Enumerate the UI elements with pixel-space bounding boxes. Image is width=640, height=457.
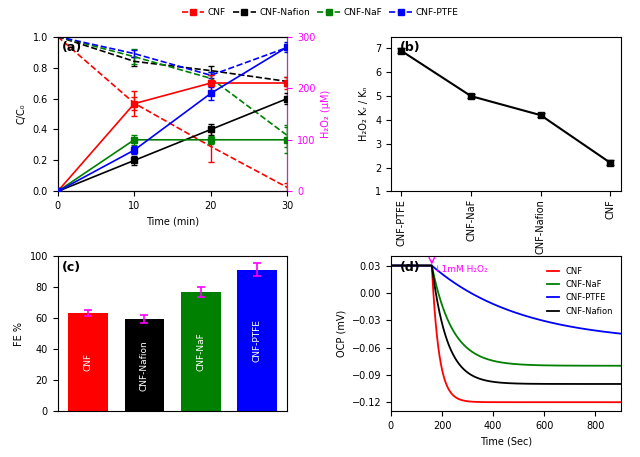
Bar [125,319,164,411]
CNF [611,399,618,405]
CNF [568,399,576,405]
Text: CNF: CNF [83,353,92,371]
CNF [499,399,506,405]
CNF-NaF [568,363,576,368]
CNF-PTFE [610,330,618,335]
Text: ↓1mM H₂O₂: ↓1mM H₂O₂ [435,265,488,274]
Text: (c): (c) [62,261,81,274]
CNF [617,399,625,405]
CNF [399,263,406,268]
Legend: CNF, CNF-Nafion, CNF-NaF, CNF-PTFE: CNF, CNF-Nafion, CNF-NaF, CNF-PTFE [178,5,462,21]
Y-axis label: FE %: FE % [14,322,24,346]
Line: CNF-PTFE: CNF-PTFE [391,266,621,334]
CNF-PTFE [611,330,618,335]
Y-axis label: H₂O₂ (μM): H₂O₂ (μM) [321,90,332,138]
Line: CNF-NaF: CNF-NaF [391,266,621,366]
CNF-NaF [493,359,500,364]
CNF-NaF [610,363,618,368]
CNF-PTFE [499,305,506,311]
Bar [68,313,108,411]
CNF-Nafion [499,380,506,386]
CNF-Nafion [611,381,618,387]
CNF-Nafion [568,381,576,387]
CNF [610,399,618,405]
CNF-PTFE [493,303,500,308]
Line: CNF-Nafion: CNF-Nafion [391,266,621,384]
CNF-PTFE [387,263,395,268]
Text: CNF-NaF: CNF-NaF [196,332,205,371]
CNF [387,263,395,268]
CNF-PTFE [399,263,406,268]
Y-axis label: H₂O₂ Kᵣ / Kₙ: H₂O₂ Kᵣ / Kₙ [360,87,369,141]
CNF-PTFE [617,331,625,336]
Y-axis label: OCP (mV): OCP (mV) [336,310,346,357]
CNF-NaF [399,263,406,268]
CNF-Nafion [610,381,618,387]
Text: (d): (d) [400,261,420,274]
Line: CNF: CNF [391,266,621,402]
CNF-NaF [499,360,506,366]
Bar [181,292,221,411]
Text: CNF-Nafion: CNF-Nafion [140,340,148,391]
CNF-Nafion [617,381,625,387]
CNF-Nafion [493,379,500,385]
Text: CNF-PTFE: CNF-PTFE [253,319,262,362]
Legend: CNF, CNF-NaF, CNF-PTFE, CNF-Nafion: CNF, CNF-NaF, CNF-PTFE, CNF-Nafion [543,264,616,319]
CNF [493,399,500,405]
Bar [237,270,277,411]
Text: (a): (a) [62,41,83,54]
X-axis label: Time (min): Time (min) [146,217,199,227]
Text: (b): (b) [400,41,420,54]
Y-axis label: C/C₀: C/C₀ [17,104,27,124]
CNF-NaF [617,363,625,368]
CNF-Nafion [399,263,406,268]
X-axis label: Time (Sec): Time (Sec) [480,436,532,446]
CNF-Nafion [387,263,395,268]
CNF-NaF [611,363,618,368]
CNF-NaF [387,263,395,268]
CNF-PTFE [568,324,576,329]
